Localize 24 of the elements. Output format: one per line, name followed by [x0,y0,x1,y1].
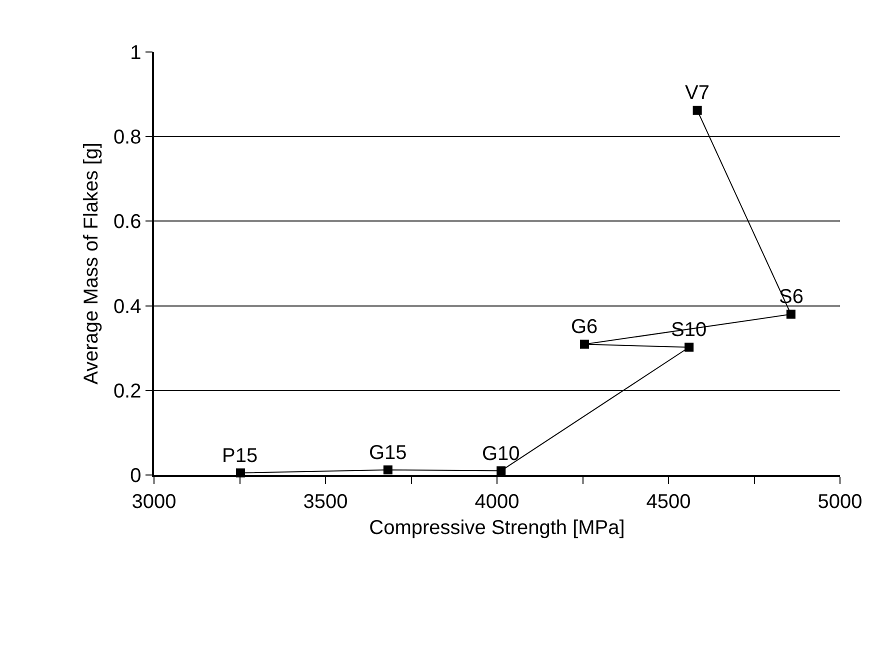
point [786,310,796,319]
y-tick-label: 1 [130,42,142,64]
x-axis-title: Compressive Strength [MPa] [369,516,625,539]
x-tick-label: 3000 [132,490,176,513]
point [383,465,392,474]
x-tick-label: 4000 [474,490,520,513]
annotation: G15 [369,442,407,464]
y-tick-label: 0.6 [113,211,142,234]
annotation: P15 [222,445,258,467]
y-tick-label: 0.4 [113,296,142,318]
x-tick-label: 3500 [303,490,348,513]
annotation: G10 [482,443,520,465]
y-axis-title: Average Mass of Flakes [g] [80,142,102,384]
point [580,340,589,349]
point [496,466,506,476]
annotation: V7 [685,82,710,104]
point [692,106,702,115]
y-tick-label: 0.2 [113,380,142,402]
x-tick-label: 5000 [818,490,862,513]
point [684,342,694,352]
x-tick-label: 4500 [646,490,691,513]
y-tick-label: 0 [130,465,142,487]
y-tick-label: 0.8 [113,126,142,149]
annotation: G6 [571,316,598,338]
